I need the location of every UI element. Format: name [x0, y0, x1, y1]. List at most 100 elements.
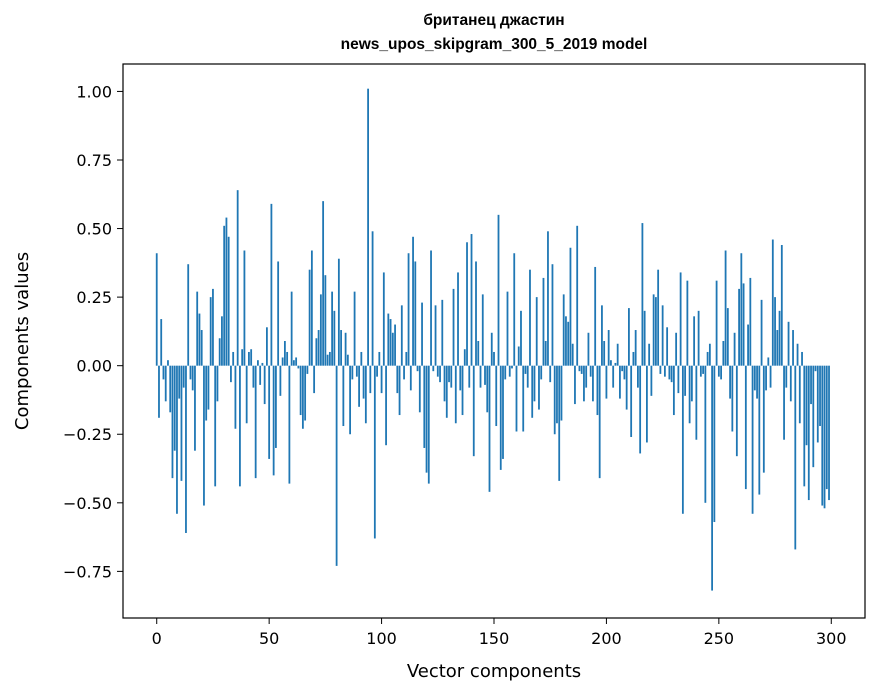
- bar-217: [643, 310, 646, 366]
- bar-224: [659, 365, 662, 374]
- bar-72: [317, 330, 320, 366]
- bar-121: [427, 365, 430, 484]
- bar-73: [319, 294, 322, 366]
- bar-181: [562, 294, 565, 366]
- bar-46: [259, 365, 262, 385]
- bar-12: [182, 365, 185, 388]
- bar-64: [299, 365, 302, 416]
- bar-276: [776, 330, 779, 366]
- bar-214: [637, 365, 639, 388]
- bar-45: [257, 360, 259, 366]
- bar-165: [526, 365, 529, 388]
- bar-228: [668, 365, 671, 380]
- bar-213: [634, 330, 637, 366]
- bar-222: [654, 297, 657, 366]
- bar-2: [160, 319, 163, 366]
- y-tick-label-7: 1.00: [76, 82, 112, 101]
- bar-55: [279, 365, 282, 396]
- bar-205: [616, 343, 619, 366]
- bar-288: [803, 365, 806, 487]
- bar-109: [400, 305, 403, 366]
- bar-220: [650, 365, 653, 396]
- bar-96: [371, 231, 374, 366]
- bar-229: [670, 365, 673, 383]
- bar-278: [780, 245, 783, 366]
- bar-78: [331, 291, 334, 366]
- bar-102: [385, 365, 387, 446]
- bar-44: [254, 365, 257, 479]
- y-tick-label-4: 0.25: [76, 288, 112, 307]
- y-tick-label-3: 0.00: [76, 357, 112, 376]
- bar-7: [171, 365, 174, 479]
- bar-295: [819, 365, 821, 427]
- y-tick-label-6: 0.75: [76, 151, 112, 170]
- bar-249: [715, 280, 718, 366]
- bar-39: [243, 250, 246, 366]
- bar-271: [765, 365, 767, 391]
- bar-17: [194, 365, 196, 451]
- bar-26: [214, 365, 217, 487]
- bar-33: [230, 365, 232, 383]
- bar-80: [335, 365, 338, 566]
- bar-250: [717, 365, 720, 377]
- bar-61: [292, 360, 295, 366]
- bar-4: [164, 365, 167, 402]
- bar-203: [612, 365, 615, 388]
- bar-128: [443, 365, 446, 402]
- bar-156: [506, 291, 509, 366]
- bar-63: [297, 365, 300, 369]
- bar-118: [421, 302, 423, 366]
- bar-126: [439, 365, 441, 383]
- bar-230: [672, 365, 675, 416]
- bar-94: [367, 88, 369, 366]
- bar-225: [661, 305, 664, 366]
- bar-129: [445, 365, 448, 418]
- bar-277: [778, 310, 781, 366]
- bar-293: [814, 365, 817, 372]
- x-tick-label-3: 150: [479, 629, 510, 648]
- bar-133: [454, 365, 457, 424]
- bar-258: [735, 365, 738, 457]
- bar-53: [275, 365, 277, 448]
- bar-189: [580, 365, 583, 374]
- bar-153: [499, 365, 502, 470]
- bar-196: [596, 365, 599, 416]
- bar-114: [412, 236, 414, 366]
- bar-221: [652, 294, 655, 366]
- bar-266: [753, 365, 756, 391]
- bar-215: [639, 365, 642, 454]
- bar-111: [405, 351, 408, 366]
- bar-239: [693, 316, 696, 366]
- bar-219: [648, 343, 651, 366]
- bar-162: [520, 310, 522, 366]
- bar-127: [441, 299, 444, 366]
- bar-150: [493, 351, 495, 366]
- bar-216: [641, 223, 644, 366]
- bar-112: [407, 253, 410, 366]
- bar-269: [760, 299, 763, 366]
- bar-48: [263, 365, 266, 405]
- bar-21: [203, 365, 205, 506]
- bar-132: [452, 288, 455, 366]
- y-tick-label-1: −0.50: [63, 494, 112, 513]
- y-axis-label: Components values: [12, 252, 33, 430]
- bar-211: [630, 365, 633, 437]
- bar-144: [479, 365, 482, 388]
- bar-167: [531, 365, 534, 418]
- bar-191: [585, 365, 588, 388]
- bar-30: [223, 225, 226, 366]
- bar-134: [457, 272, 459, 366]
- bar-175: [549, 365, 552, 383]
- bar-187: [576, 225, 579, 366]
- bar-141: [472, 365, 475, 457]
- bar-117: [418, 365, 421, 413]
- bar-265: [751, 365, 754, 514]
- bar-164: [524, 365, 527, 374]
- bar-180: [560, 365, 563, 421]
- bar-234: [681, 365, 684, 514]
- bar-263: [747, 324, 749, 366]
- bar-16: [191, 365, 194, 391]
- bar-107: [396, 365, 399, 394]
- bar-104: [389, 319, 392, 366]
- bar-49: [266, 327, 268, 366]
